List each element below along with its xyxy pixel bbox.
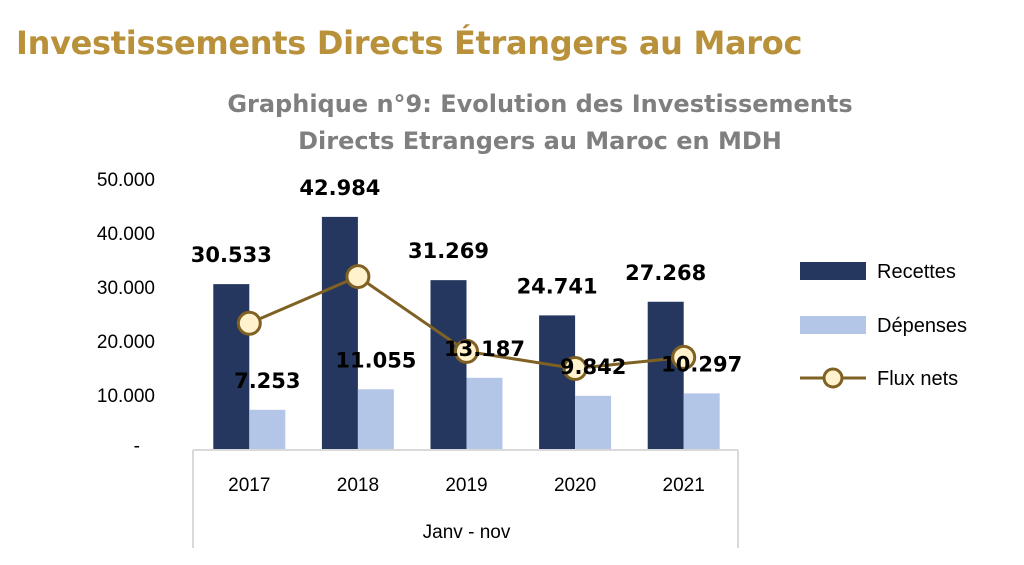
legend-label-0: Recettes — [877, 261, 956, 283]
y-tick-10000: 10.000 — [97, 386, 155, 407]
legend-label-2: Flux nets — [877, 368, 958, 390]
y-tick-30000: 30.000 — [97, 278, 155, 299]
label-recettes-2018: 42.984 — [299, 176, 380, 200]
bar-depenses-2020 — [575, 395, 612, 449]
bar-recettes-2021 — [647, 301, 684, 449]
y-axis: - 10.000 20.000 30.000 40.000 50.000 — [97, 170, 155, 457]
point-flux-nets-2018 — [345, 264, 371, 290]
bar-recettes-2017 — [213, 284, 250, 449]
label-recettes-2019: 31.269 — [408, 239, 489, 263]
y-tick-40000: 40.000 — [97, 224, 155, 245]
point-flux-nets-2020 — [562, 356, 588, 382]
point-flux-nets-2021 — [671, 344, 697, 370]
y-tick-50000: 50.000 — [97, 170, 155, 191]
x-tick-2021: 2021 — [663, 475, 705, 496]
label-depenses-2020: 9.842 — [560, 355, 626, 379]
label-depenses-2017: 7.253 — [234, 369, 300, 393]
label-recettes-2017: 30.533 — [191, 243, 272, 267]
bar-depenses-2021 — [683, 393, 720, 449]
legend-label-1: Dépenses — [877, 315, 967, 337]
legend-swatch-recettes — [800, 262, 866, 280]
label-depenses-2018: 11.055 — [335, 348, 416, 372]
label-recettes-2020: 24.741 — [517, 274, 598, 298]
chart-title: Graphique n°9: Evolution des Investissem… — [180, 86, 900, 160]
point-flux-nets-2019 — [454, 338, 479, 364]
y-tick-0: - — [134, 436, 140, 457]
plot-area — [192, 449, 739, 548]
x-tick-2019: 2019 — [445, 475, 487, 496]
bar-depenses-2018 — [357, 389, 394, 449]
bars-layer — [213, 216, 720, 449]
chart-title-line-2: Directs Etrangers au Maroc en MDH — [298, 127, 782, 155]
bar-depenses-2019 — [466, 377, 503, 449]
legend-swatch-depenses — [800, 316, 866, 334]
label-depenses-2021: 10.297 — [661, 352, 742, 376]
x-axis-label: Janv - nov — [423, 522, 511, 543]
data-labels-layer: 30.533 7.253 42.984 11.055 31.269 13.187 24.74… — [191, 176, 742, 393]
label-depenses-2019: 13.187 — [444, 337, 525, 361]
label-recettes-2021: 27.268 — [625, 261, 706, 285]
flux-nets-line-layer — [236, 264, 697, 382]
x-tick-2018: 2018 — [337, 475, 379, 496]
bar-depenses-2017 — [249, 409, 286, 449]
x-tick-2017: 2017 — [228, 475, 270, 496]
chart-title-line-1: Graphique n°9: Evolution des Investissem… — [227, 90, 853, 118]
bar-recettes-2020 — [539, 315, 576, 449]
point-flux-nets-2017 — [236, 310, 262, 336]
bar-recettes-2018 — [321, 216, 358, 449]
legend: Recettes Dépenses Flux nets — [800, 261, 967, 390]
legend-swatch-flux-nets-marker — [822, 367, 844, 389]
y-tick-20000: 20.000 — [97, 332, 155, 353]
bar-recettes-2019 — [430, 280, 467, 449]
x-tick-2020: 2020 — [554, 475, 596, 496]
page-title: Investissements Directs Étrangers au Mar… — [16, 24, 803, 62]
x-axis: 2017 2018 2019 2020 2021 Janv - nov — [228, 475, 705, 543]
